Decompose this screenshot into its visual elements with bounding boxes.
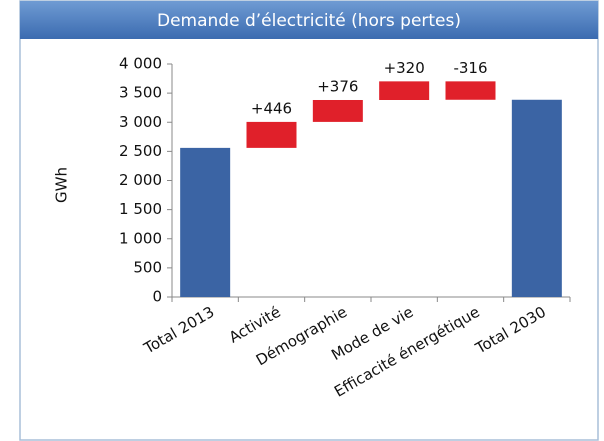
bar xyxy=(445,81,496,100)
value-label: -316 xyxy=(453,59,487,77)
bar xyxy=(180,147,231,297)
bar xyxy=(246,121,297,148)
y-tick-label: 1 500 xyxy=(119,200,162,218)
y-tick-label: 2 500 xyxy=(119,142,162,160)
value-label: +320 xyxy=(384,59,425,77)
value-label: +446 xyxy=(251,99,292,117)
y-tick-label: 3 500 xyxy=(119,84,162,102)
chart-title: Demande d’électricité (hors pertes) xyxy=(157,11,461,31)
panel xyxy=(19,0,599,441)
y-tick-label: 3 000 xyxy=(119,113,162,131)
value-label: +376 xyxy=(317,77,358,95)
y-tick-label: 2 000 xyxy=(119,171,162,189)
y-tick-label: 1 000 xyxy=(119,229,162,247)
bar xyxy=(511,99,562,297)
y-axis-label: GWh xyxy=(53,167,71,203)
bar xyxy=(312,99,363,122)
y-tick-label: 500 xyxy=(133,258,162,276)
bar xyxy=(379,81,430,100)
y-tick-label: 4 000 xyxy=(119,55,162,73)
title-banner xyxy=(20,1,598,39)
y-tick-label: 0 xyxy=(152,288,162,306)
